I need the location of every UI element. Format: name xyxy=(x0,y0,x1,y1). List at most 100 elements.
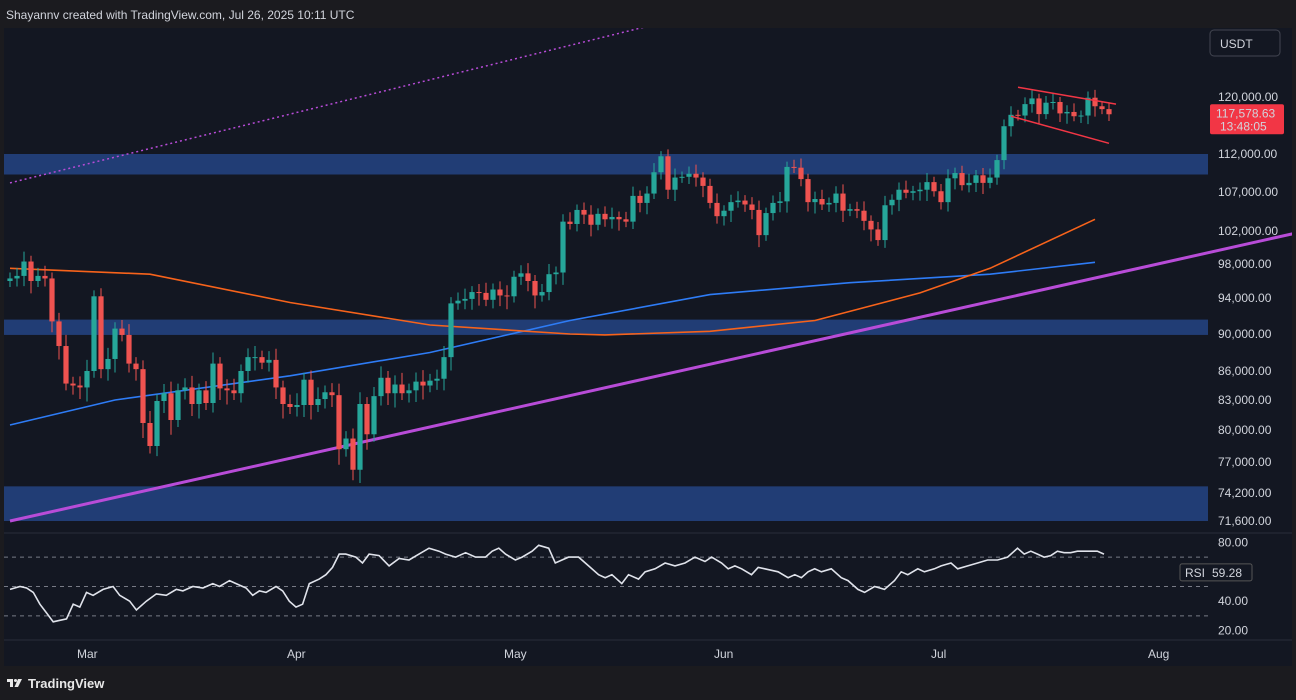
candle-body xyxy=(182,387,188,391)
candle-body xyxy=(581,209,587,215)
candle-body xyxy=(875,229,881,241)
support-resistance-zones xyxy=(4,154,1208,521)
time-tick-label: Aug xyxy=(1148,647,1169,661)
flag-lower-line xyxy=(1010,115,1110,145)
candle-body xyxy=(728,202,734,211)
candle-body xyxy=(1015,114,1021,116)
candle-body xyxy=(84,371,90,388)
candle-body xyxy=(1092,97,1098,107)
candle-body xyxy=(490,289,496,300)
rsi-pane: 80.00 40.00 20.00 RSI 59.28 xyxy=(4,535,1253,638)
candle-body xyxy=(637,195,643,203)
candle-body xyxy=(399,384,405,394)
candle-body xyxy=(672,177,678,190)
rsi-tick-label: 40.00 xyxy=(1218,594,1248,608)
moving-average-orange xyxy=(9,218,1096,336)
candle-body xyxy=(266,359,272,363)
currency-badge[interactable]: USDT xyxy=(1209,29,1281,57)
candle-body xyxy=(203,390,209,403)
price-tick-label: 77,000.00 xyxy=(1218,455,1272,469)
candle-body xyxy=(497,289,503,296)
candle-body xyxy=(224,388,230,391)
candle-body xyxy=(35,275,41,281)
candle-body xyxy=(623,219,629,222)
candle-body xyxy=(518,273,524,277)
candle-body xyxy=(252,357,258,359)
candle-body xyxy=(700,177,706,186)
candle-body xyxy=(959,173,965,186)
candle-body xyxy=(1001,126,1007,161)
candle-body xyxy=(245,357,251,371)
chart-credit: Shayannv created with TradingView.com, J… xyxy=(6,8,355,22)
price-tick-label: 90,000.00 xyxy=(1218,327,1272,341)
candle-body xyxy=(588,214,594,225)
price-zone xyxy=(4,486,1208,521)
candle-body xyxy=(651,172,657,194)
candle-body xyxy=(721,210,727,217)
candle-body xyxy=(791,166,797,168)
price-tick-label: 71,600.00 xyxy=(1218,514,1272,528)
candle-body xyxy=(42,275,48,279)
candle-body xyxy=(462,298,468,301)
candle-body xyxy=(938,191,944,203)
price-tick-label: 112,000.00 xyxy=(1218,147,1277,161)
candlestick-series xyxy=(7,89,1112,484)
candle-body xyxy=(147,423,153,446)
candle-body xyxy=(798,167,804,180)
candle-body xyxy=(1071,111,1077,117)
candle-body xyxy=(882,205,888,241)
time-tick-label: Mar xyxy=(77,647,98,661)
candle-body xyxy=(735,200,741,203)
candle-body xyxy=(532,281,538,296)
candle-body xyxy=(154,401,160,446)
price-tick-label: 94,000.00 xyxy=(1218,291,1272,305)
price-zone xyxy=(4,319,1208,335)
candle-body xyxy=(1057,101,1063,114)
price-tick-label: 80,000.00 xyxy=(1218,423,1272,437)
chart-svg[interactable]: 120,000.00 112,000.00 107,000.00 102,000.00… xyxy=(4,28,1292,666)
price-tick-label: 83,000.00 xyxy=(1218,393,1272,407)
candle-body xyxy=(105,358,111,370)
price-tick-label: 107,000.00 xyxy=(1218,185,1278,199)
indicator-lines xyxy=(9,28,1292,523)
time-tick-label: Jul xyxy=(931,647,946,661)
candle-body xyxy=(903,189,909,193)
candle-body xyxy=(1050,101,1056,103)
candle-body xyxy=(329,392,335,396)
candle-body xyxy=(210,363,216,403)
candle-body xyxy=(70,383,76,386)
candle-body xyxy=(1064,111,1070,114)
candle-body xyxy=(1036,98,1042,115)
candle-body xyxy=(126,334,132,364)
candle-body xyxy=(707,185,713,203)
candle-body xyxy=(917,189,923,192)
candle-body xyxy=(742,200,748,205)
candle-body xyxy=(7,278,13,281)
candle-body xyxy=(21,261,27,276)
candle-body xyxy=(168,393,174,420)
candle-body xyxy=(336,395,342,450)
candle-body xyxy=(952,173,958,179)
candle-body xyxy=(133,363,139,370)
candle-body xyxy=(609,216,615,220)
candle-body xyxy=(91,296,97,371)
candle-body xyxy=(1022,104,1028,116)
candle-body xyxy=(420,381,426,386)
candle-body xyxy=(693,173,699,178)
time-tick-label: May xyxy=(504,647,527,661)
rsi-tick-label: 20.00 xyxy=(1218,624,1248,638)
price-tick-label: 98,000.00 xyxy=(1218,257,1272,271)
candle-body xyxy=(427,380,433,386)
price-zone xyxy=(4,154,1208,175)
candle-body xyxy=(1106,109,1112,115)
candle-body xyxy=(553,272,559,275)
candle-body xyxy=(756,209,762,236)
candle-body xyxy=(546,274,552,293)
countdown-label: 13:48:05 xyxy=(1220,119,1267,133)
candle-body xyxy=(364,404,370,435)
candle-body xyxy=(770,202,776,214)
candle-body xyxy=(196,390,202,404)
candle-body xyxy=(826,202,832,205)
candle-body xyxy=(119,328,125,335)
chart-panel[interactable]: 120,000.00 112,000.00 107,000.00 102,000.00… xyxy=(4,28,1292,666)
